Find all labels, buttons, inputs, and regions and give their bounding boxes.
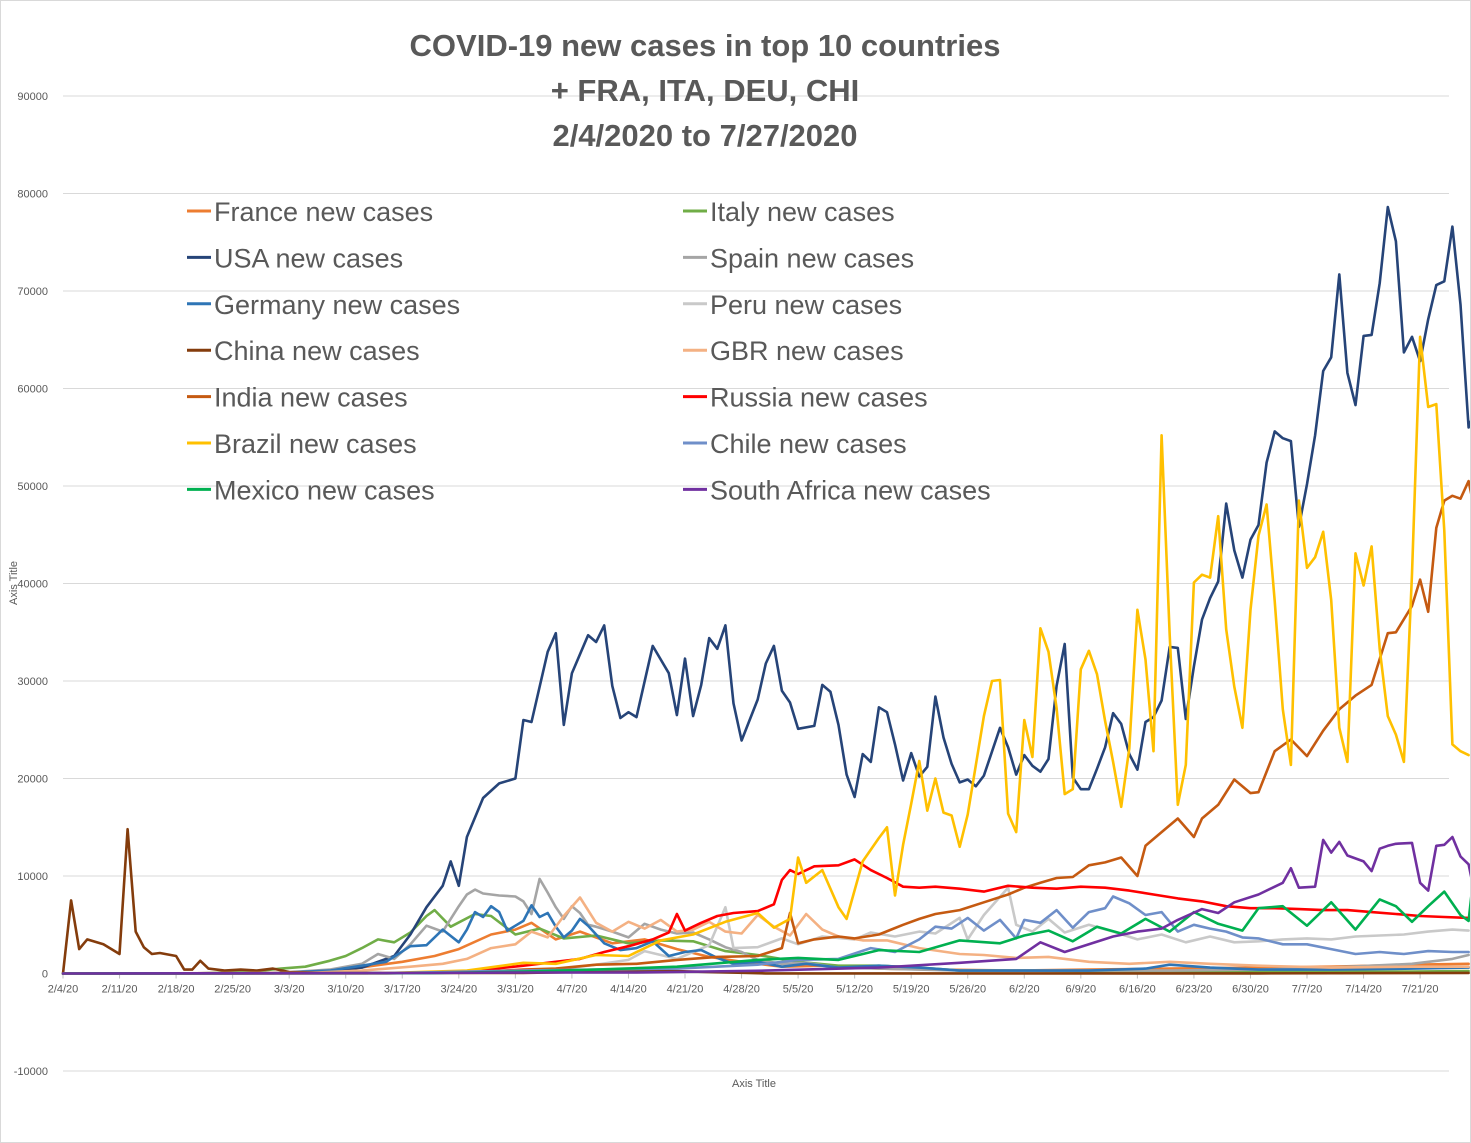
series-line-mexico-new-cases: [61, 890, 1470, 975]
legend-label-brazil-new-cases: Brazil new cases: [214, 429, 417, 459]
x-tick-label: 6/30/20: [1232, 984, 1269, 996]
series-line-peru-new-cases: [61, 886, 1470, 975]
legend-label-france-new-cases: France new cases: [214, 197, 433, 227]
y-tick-label: 50000: [17, 481, 48, 493]
chart-title-line-1: COVID-19 new cases in top 10 countries: [410, 28, 1001, 63]
x-tick-label: 4/21/20: [667, 984, 704, 996]
legend-label-peru-new-cases: Peru new cases: [710, 290, 902, 320]
x-tick-label: 2/18/20: [158, 984, 195, 996]
legend-label-india-new-cases: India new cases: [214, 383, 408, 413]
gridlines: [63, 95, 1449, 1072]
x-tick-label: 3/24/20: [440, 984, 477, 996]
y-tick-label: 0: [42, 969, 48, 981]
y-tick-label: 60000: [17, 384, 48, 396]
x-tick-label: 5/12/20: [836, 984, 873, 996]
chart-title-line-3: 2/4/2020 to 7/27/2020: [552, 118, 857, 153]
legend-label-mexico-new-cases: Mexico new cases: [214, 475, 435, 505]
series-line-gbr-new-cases: [61, 896, 1470, 975]
x-tick-label: 4/28/20: [723, 984, 760, 996]
legend-label-usa-new-cases: USA new cases: [214, 243, 403, 273]
x-tick-label: 6/2/20: [1009, 984, 1040, 996]
x-tick-label: 3/17/20: [384, 984, 421, 996]
x-axis: 2/4/20 2/11/20 2/18/20 2/25/20 3/3/20 3/10/20…: [48, 973, 1449, 996]
series-line-south-africa-new-cases: [61, 835, 1470, 975]
x-tick-label: 6/16/20: [1119, 984, 1156, 996]
x-tick-label: 3/10/20: [327, 984, 364, 996]
legend-label-china-new-cases: China new cases: [214, 336, 420, 366]
chart-title: COVID-19 new cases in top 10 countries +…: [410, 28, 1001, 153]
x-tick-label: 2/11/20: [102, 984, 138, 996]
y-tick-label: 70000: [17, 286, 48, 298]
y-tick-label: 10000: [17, 871, 48, 883]
x-tick-label: 7/21/20: [1402, 984, 1439, 996]
x-axis-title: Axis Title: [732, 1078, 776, 1090]
x-tick-label: 5/26/20: [949, 984, 986, 996]
x-tick-label: 2/4/20: [48, 984, 79, 996]
series-line-germany-new-cases: [61, 904, 1470, 975]
series-line-chile-new-cases: [61, 895, 1470, 975]
x-tick-label: 3/31/20: [497, 984, 534, 996]
x-tick-label: 7/14/20: [1345, 984, 1382, 996]
series-line-usa-new-cases: [61, 205, 1470, 975]
legend-label-gbr-new-cases: GBR new cases: [710, 336, 904, 366]
legend: France new cases Italy new cases USA new c…: [187, 197, 991, 505]
x-tick-label: 4/14/20: [610, 984, 647, 996]
series-line-china-new-cases: [61, 827, 1470, 975]
x-tick-label: 5/5/20: [783, 984, 814, 996]
y-axis-title: Axis Title: [8, 561, 20, 605]
y-tick-label: -10000: [14, 1066, 48, 1078]
y-tick-label: 80000: [17, 189, 48, 201]
legend-label-italy-new-cases: Italy new cases: [710, 197, 895, 227]
x-tick-label: 3/3/20: [274, 984, 305, 996]
y-tick-label: 90000: [17, 91, 48, 103]
legend-label-spain-new-cases: Spain new cases: [710, 243, 914, 273]
legend-label-south-africa-new-cases: South Africa new cases: [710, 475, 991, 505]
y-tick-label: 40000: [17, 579, 48, 591]
x-tick-label: 6/23/20: [1176, 984, 1213, 996]
x-tick-label: 2/25/20: [214, 984, 251, 996]
y-tick-label: 20000: [17, 774, 48, 786]
x-tick-label: 4/7/20: [557, 984, 588, 996]
x-tick-label: 7/7/20: [1292, 984, 1323, 996]
legend-label-chile-new-cases: Chile new cases: [710, 429, 907, 459]
legend-label-germany-new-cases: Germany new cases: [214, 290, 460, 320]
y-tick-label: 30000: [17, 676, 48, 688]
y-axis-tick-labels: -10000 0 10000 20000 30000 40000 50000 60000 700…: [14, 91, 48, 1078]
x-tick-label: 5/19/20: [893, 984, 930, 996]
series-line-brazil-new-cases: [61, 335, 1470, 975]
legend-label-russia-new-cases: Russia new cases: [710, 383, 928, 413]
chart-title-line-2: + FRA, ITA, DEU, CHI: [551, 73, 860, 108]
series-lines: [61, 205, 1470, 975]
x-tick-label: 6/9/20: [1066, 984, 1097, 996]
series-line-india-new-cases: [61, 479, 1470, 975]
